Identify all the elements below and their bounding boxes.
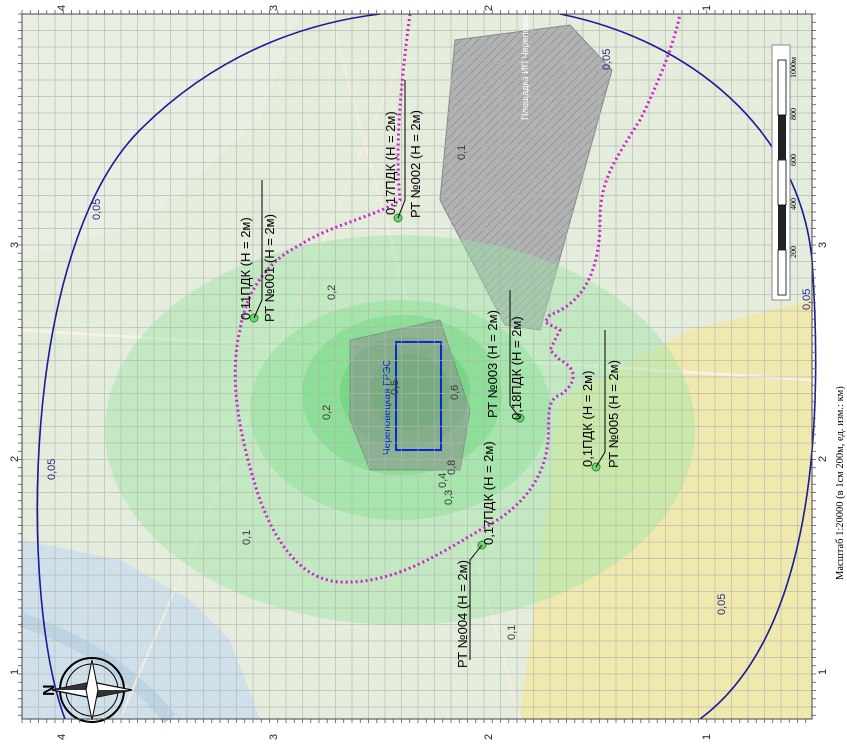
industrial-zone [439,24,613,331]
scale-segment [778,115,786,160]
contour-label: 0,5 [389,380,401,395]
frame-label-left: 2 [9,456,21,462]
pale-area [22,14,300,260]
urban-zone [520,300,812,719]
frame-label-bottom: 3 [268,734,280,740]
scale-bar: 200 400 600 800 1000м [771,44,798,301]
map-frame [21,13,813,720]
scale-segment [777,59,787,116]
scale-segment [778,205,786,250]
contour-label: 0,2 [321,405,333,420]
receptor-value: 0,1ПДК (Н = 2м) [580,371,595,467]
frame-label-top: 3 [268,5,280,11]
scale-tick: 600 [789,154,798,166]
scale-segment [777,249,787,296]
frame-label-top: 2 [483,5,495,11]
isoline-label: 0,05 [801,289,813,310]
scale-tick: 1000м [789,57,798,78]
sanitary-protection-zone [233,13,682,584]
receptor-value: 0,18ПДК (Н = 2м) [509,316,524,420]
frame-label-top: 1 [701,5,713,11]
compass-needle-dark [52,682,132,698]
road-3 [119,13,421,720]
frame-labels: 4 3 2 1 4 3 2 1 1 2 3 1 2 3 [9,5,829,740]
contour-label: 0,2 [326,285,338,300]
contour-label: 0,4 [437,473,449,488]
isoline-label: 0,05 [716,594,728,615]
receptor-name: РТ №001 (Н = 2м) [262,214,277,322]
frame-label-bottom: 2 [483,734,495,740]
contour-label: 0,1 [456,145,468,160]
facility-label: Череповецкая ГРЭС [382,359,393,455]
receptor-name: РТ №005 (Н = 2м) [606,360,621,468]
scale-segment [777,159,787,206]
contour-label: 0,1 [506,625,518,640]
compass-cross [85,659,99,721]
river-channel [19,613,176,724]
frame-label-bottom: 4 [56,734,68,740]
receptor-rt005: 0,1ПДК (Н = 2м) РТ №005 (Н = 2м) [580,330,621,472]
contour-label: 0,6 [449,385,461,400]
frame-label-left: 1 [9,669,21,675]
receptor-rt002: 0,17ПДК (Н = 2м) РТ №002 (Н = 2м) [383,80,423,223]
receptor-name: РТ №004 (Н = 2м) [455,560,470,668]
frame-label-right: 1 [817,669,829,675]
contour-label: 0,1 [241,530,253,545]
isoline-label: 0,05 [601,49,613,70]
receptor-rt004: РТ №004 (Н = 2м) 0,17ПДК (Н = 2м) [455,441,496,668]
scale-caption: Масштаб 1:20000 (в 1см 200м, ед. изм.: к… [835,386,846,580]
industrial-zone-label: Площадка ИП Череповецкий [520,0,530,120]
scale-tick: 200 [789,246,798,258]
isoline-label: 0,05 [91,199,103,220]
north-arrow: N [41,657,133,723]
receptor-value: 0,17ПДК (Н = 2м) [481,441,496,545]
scale-tick: 800 [789,108,798,120]
receptor-leader [509,290,521,419]
receptor-rt001: 0,11ПДК (Н = 2м) РТ №001 (Н = 2м) [238,180,277,323]
receptor-value: 0,17ПДК (Н = 2м) [383,111,398,215]
contour-label: 0,3 [443,490,455,505]
receptor-leader [469,544,483,660]
contour-labels: 0,8 0,6 0,5 0,4 0,3 0,2 0,2 0,1 0,1 0,1 [241,145,518,640]
frame-label-bottom: 1 [701,734,713,740]
receptor-leader [595,330,606,468]
scale-tick: 400 [789,198,798,210]
north-label: N [41,684,58,696]
frame-ticks [18,10,816,723]
contour-label: 0,8 [446,460,458,475]
receptor-leader [397,80,406,219]
frame-label-right: 2 [817,456,829,462]
frame-label-top: 4 [56,5,68,11]
isoline-label: 0,05 [46,459,58,480]
receptor-value: 0,11ПДК (Н = 2м) [238,217,253,320]
receptor-leader [253,180,263,319]
receptor-name: РТ №003 (Н = 2м) [485,310,500,418]
outer-contour-labels: 0,05 0,05 0,05 0,05 0,05 [46,49,813,615]
frame-label-right: 3 [817,242,829,248]
frame-label-left: 3 [9,242,21,248]
receptor-name: РТ №002 (Н = 2м) [408,110,423,218]
emission-source-rect [395,341,442,451]
receptor-rt003: РТ №003 (Н = 2м) 0,18ПДК (Н = 2м) [485,290,525,423]
